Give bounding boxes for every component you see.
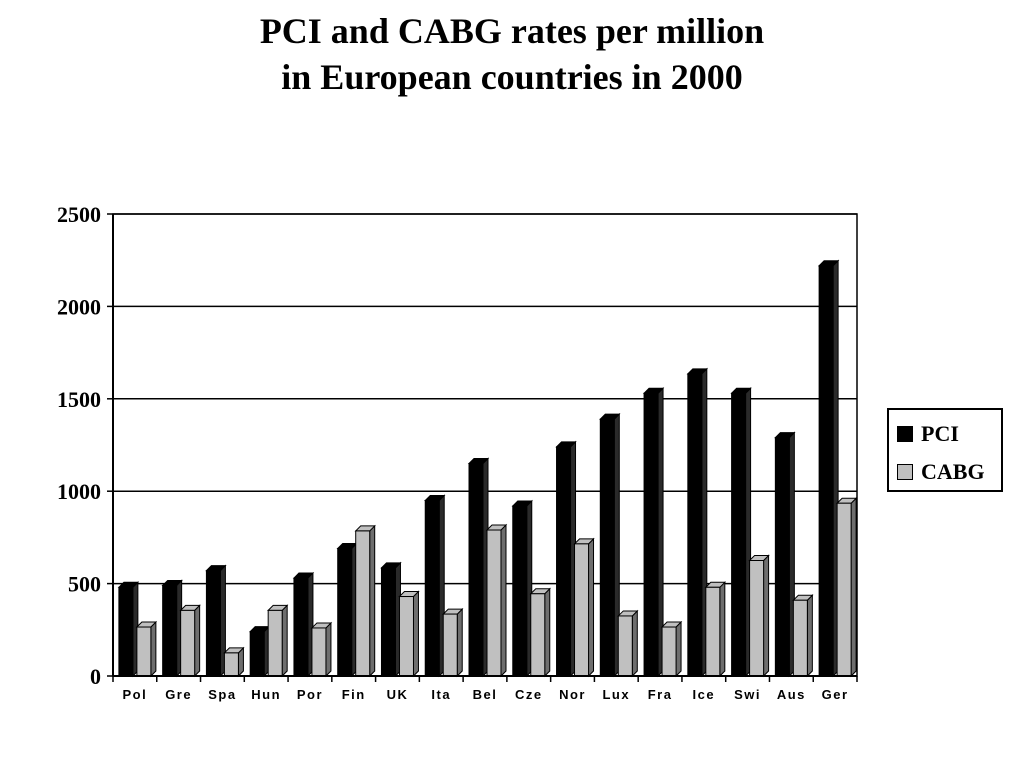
x-tick-label-fin: Fin — [342, 687, 366, 702]
x-tick-label-hun: Hun — [251, 687, 281, 702]
x-tick-label-nor: Nor — [559, 687, 586, 702]
bar-pci-fra — [642, 387, 665, 678]
bar-cabg-aus — [792, 594, 814, 678]
bar-pci-hun — [248, 625, 271, 678]
bar-cabg-fin — [354, 524, 376, 678]
x-tick-label-bel: Bel — [473, 687, 498, 702]
chart-title: PCI and CABG rates per million in Europe… — [0, 8, 1024, 100]
chart-title-line-2: in European countries in 2000 — [281, 57, 743, 97]
bar-cabg-lux — [617, 609, 639, 678]
bar-pci-ice — [686, 367, 709, 678]
legend-swatch-pci — [897, 426, 913, 442]
legend-label-pci: PCI — [921, 421, 959, 446]
bar-pci-nor — [555, 440, 577, 678]
bar-pci-gre — [161, 579, 183, 678]
bar-cabg-ger — [835, 497, 858, 678]
bar-cabg-uk — [398, 590, 420, 678]
axes — [107, 213, 858, 682]
x-tick-label-ice: Ice — [693, 687, 716, 702]
bar-cabg-ita — [442, 607, 464, 678]
legend-label-cabg: CABG — [921, 459, 985, 484]
x-tick-label-gre: Gre — [165, 687, 192, 702]
bar-pci-uk — [380, 561, 402, 678]
y-tick-label: 500 — [68, 572, 101, 597]
bar-cabg-swi — [748, 554, 770, 678]
bar-cabg-bel — [485, 523, 508, 678]
bar-pci-ger — [817, 259, 840, 678]
legend-item-cabg: CABG — [897, 459, 985, 484]
bar-cabg-ice — [704, 581, 727, 678]
bar-pci-lux — [599, 412, 621, 678]
legend-swatch-cabg — [897, 464, 913, 480]
bar-cabg-fra — [660, 620, 683, 678]
y-tick-labels: 0 500 1000 1500 2000 2500 — [57, 202, 101, 689]
legend-item-pci: PCI — [897, 421, 959, 446]
x-tick-labels: Pol Gre Spa Hun Por Fin UK Ita Bel Cze Nor Lux Fra Ic… — [123, 687, 849, 702]
x-tick-label-ger: Ger — [822, 687, 849, 702]
y-tick-label: 2000 — [57, 294, 101, 319]
x-tick-label-swi: Swi — [734, 687, 761, 702]
x-tick-label-pol: Pol — [123, 687, 148, 702]
bar-pci-por — [292, 571, 315, 678]
bar-pci-spa — [205, 564, 227, 678]
bar-pci-swi — [730, 387, 752, 678]
x-tick-label-por: Por — [297, 687, 323, 702]
x-tick-label-aus: Aus — [777, 687, 806, 702]
bar-cabg-gre — [179, 604, 201, 678]
bar-pci-cze — [511, 499, 533, 678]
bar-cabg-hun — [266, 604, 289, 678]
y-tick-label: 1000 — [57, 479, 101, 504]
x-tick-label-fra: Fra — [648, 687, 673, 702]
y-tick-label: 2500 — [57, 202, 101, 227]
bar-cabg-por — [310, 621, 333, 678]
bar-pci-bel — [467, 457, 490, 678]
bars — [117, 259, 858, 678]
x-tick-label-lux: Lux — [602, 687, 630, 702]
chart-title-line-1: PCI and CABG rates per million — [259, 11, 765, 51]
y-tick-label: 1500 — [57, 387, 101, 412]
y-tick-label: 0 — [90, 664, 101, 689]
bar-cabg-spa — [223, 646, 245, 678]
x-tick-label-uk: UK — [387, 687, 409, 702]
x-tick-label-cze: Cze — [515, 687, 543, 702]
bar-pci-aus — [774, 431, 796, 678]
x-tick-label-ita: Ita — [431, 687, 451, 702]
bar-pci-ita — [424, 494, 446, 678]
bar-cabg-cze — [529, 587, 551, 678]
x-tick-label-spa: Spa — [208, 687, 236, 702]
bar-pci-fin — [336, 542, 358, 678]
bar-cabg-nor — [573, 537, 595, 678]
bar-cabg-pol — [135, 620, 158, 678]
bar-pci-pol — [117, 581, 140, 678]
legend: PCI CABG — [887, 408, 1003, 492]
